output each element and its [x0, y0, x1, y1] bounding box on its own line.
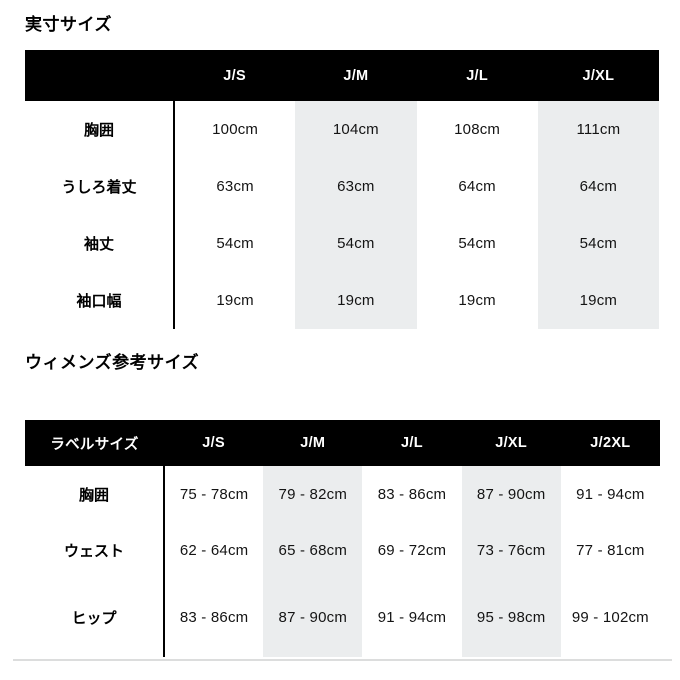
size-value-cell: 83 - 86cm — [179, 609, 249, 626]
header-corner-cell — [25, 50, 174, 101]
section-title-actual-size: 実寸サイズ — [25, 15, 112, 34]
table-row-back-length: うしろ着丈 63cm 63cm 64cm 64cm — [25, 158, 659, 215]
size-value-cell: 73 - 76cm — [461, 522, 561, 578]
size-value-cell: 19cm — [458, 292, 496, 309]
size-value-cell: 19cm — [537, 272, 659, 329]
size-value-cell: 63cm — [216, 178, 254, 195]
header-cell-j-2xl: J/2XL — [560, 420, 660, 466]
size-value-cell: 87 - 90cm — [461, 466, 561, 522]
size-value-cell: 83 - 86cm — [377, 485, 447, 503]
table-row-cuff-width: 袖口幅 19cm 19cm 19cm 19cm — [25, 272, 659, 329]
size-value-cell: 75 - 78cm — [179, 485, 249, 503]
size-value-cell: 19cm — [216, 292, 254, 309]
size-value-cell: 99 - 102cm — [571, 609, 649, 626]
header-cell-j-m: J/M — [263, 420, 363, 466]
table-row-chest: 胸囲 100cm 104cm 108cm 111cm — [25, 101, 659, 158]
size-value-cell: 95 - 98cm — [461, 578, 561, 657]
row-label-waist: ウェスト — [25, 522, 165, 578]
size-value-cell: 91 - 94cm — [377, 609, 447, 626]
actual-size-table: J/S J/M J/L J/XL 胸囲 100cm 104cm 108cm 11… — [25, 50, 660, 329]
size-header-row: J/S J/M J/L J/XL — [25, 50, 659, 101]
size-header-row: ラベルサイズ J/S J/M J/L J/XL J/2XL — [25, 420, 660, 466]
size-value-cell: 54cm — [295, 215, 417, 272]
size-value-cell: 62 - 64cm — [179, 541, 249, 559]
size-value-cell: 91 - 94cm — [576, 485, 645, 503]
size-value-cell: 54cm — [537, 215, 659, 272]
size-value-cell: 63cm — [295, 158, 417, 215]
womens-reference-size-table: ラベルサイズ J/S J/M J/L J/XL J/2XL 胸囲 75 - 78… — [25, 420, 660, 657]
section-title-womens-reference-size: ウィメンズ参考サイズ — [25, 353, 200, 372]
size-chart-page: 実寸サイズ J/S J/M J/L J/XL 胸囲 100cm 104cm 10… — [13, 15, 672, 661]
size-value-cell: 100cm — [212, 121, 259, 138]
size-value-cell: 79 - 82cm — [263, 466, 363, 522]
row-label-back-length: うしろ着丈 — [25, 158, 175, 215]
header-cell-j-xl: J/XL — [537, 50, 659, 101]
header-cell-j-xl: J/XL — [461, 420, 561, 466]
row-label-sleeve-length: 袖丈 — [25, 215, 175, 272]
row-label-chest: 胸囲 — [25, 466, 165, 522]
size-value-cell: 65 - 68cm — [263, 522, 363, 578]
size-value-cell: 64cm — [537, 158, 659, 215]
size-value-cell: 19cm — [295, 272, 417, 329]
table-row-waist: ウェスト 62 - 64cm 65 - 68cm 69 - 72cm 73 - … — [25, 522, 660, 578]
size-value-cell: 54cm — [458, 235, 496, 252]
header-cell-j-m: J/M — [295, 50, 417, 101]
table-row-chest: 胸囲 75 - 78cm 79 - 82cm 83 - 86cm 87 - 90… — [25, 466, 660, 522]
header-cell-j-l: J/L — [416, 50, 538, 101]
size-value-cell: 77 - 81cm — [576, 541, 645, 559]
row-label-chest: 胸囲 — [25, 101, 175, 158]
size-value-cell: 64cm — [458, 178, 496, 195]
section-divider — [13, 659, 672, 661]
table-row-hip: ヒップ 83 - 86cm 87 - 90cm 91 - 94cm 95 - 9… — [25, 578, 660, 657]
header-cell-j-s: J/S — [164, 420, 264, 466]
size-value-cell: 87 - 90cm — [263, 578, 363, 657]
size-value-cell: 54cm — [216, 235, 254, 252]
table-row-sleeve-length: 袖丈 54cm 54cm 54cm 54cm — [25, 215, 659, 272]
row-label-hip: ヒップ — [25, 578, 165, 657]
size-value-cell: 111cm — [537, 101, 659, 158]
header-cell-label-size: ラベルサイズ — [25, 420, 164, 466]
header-cell-j-s: J/S — [174, 50, 296, 101]
row-label-cuff-width: 袖口幅 — [25, 272, 175, 329]
size-value-cell: 69 - 72cm — [377, 541, 447, 559]
size-value-cell: 108cm — [454, 121, 501, 138]
size-value-cell: 104cm — [295, 101, 417, 158]
header-cell-j-l: J/L — [362, 420, 462, 466]
